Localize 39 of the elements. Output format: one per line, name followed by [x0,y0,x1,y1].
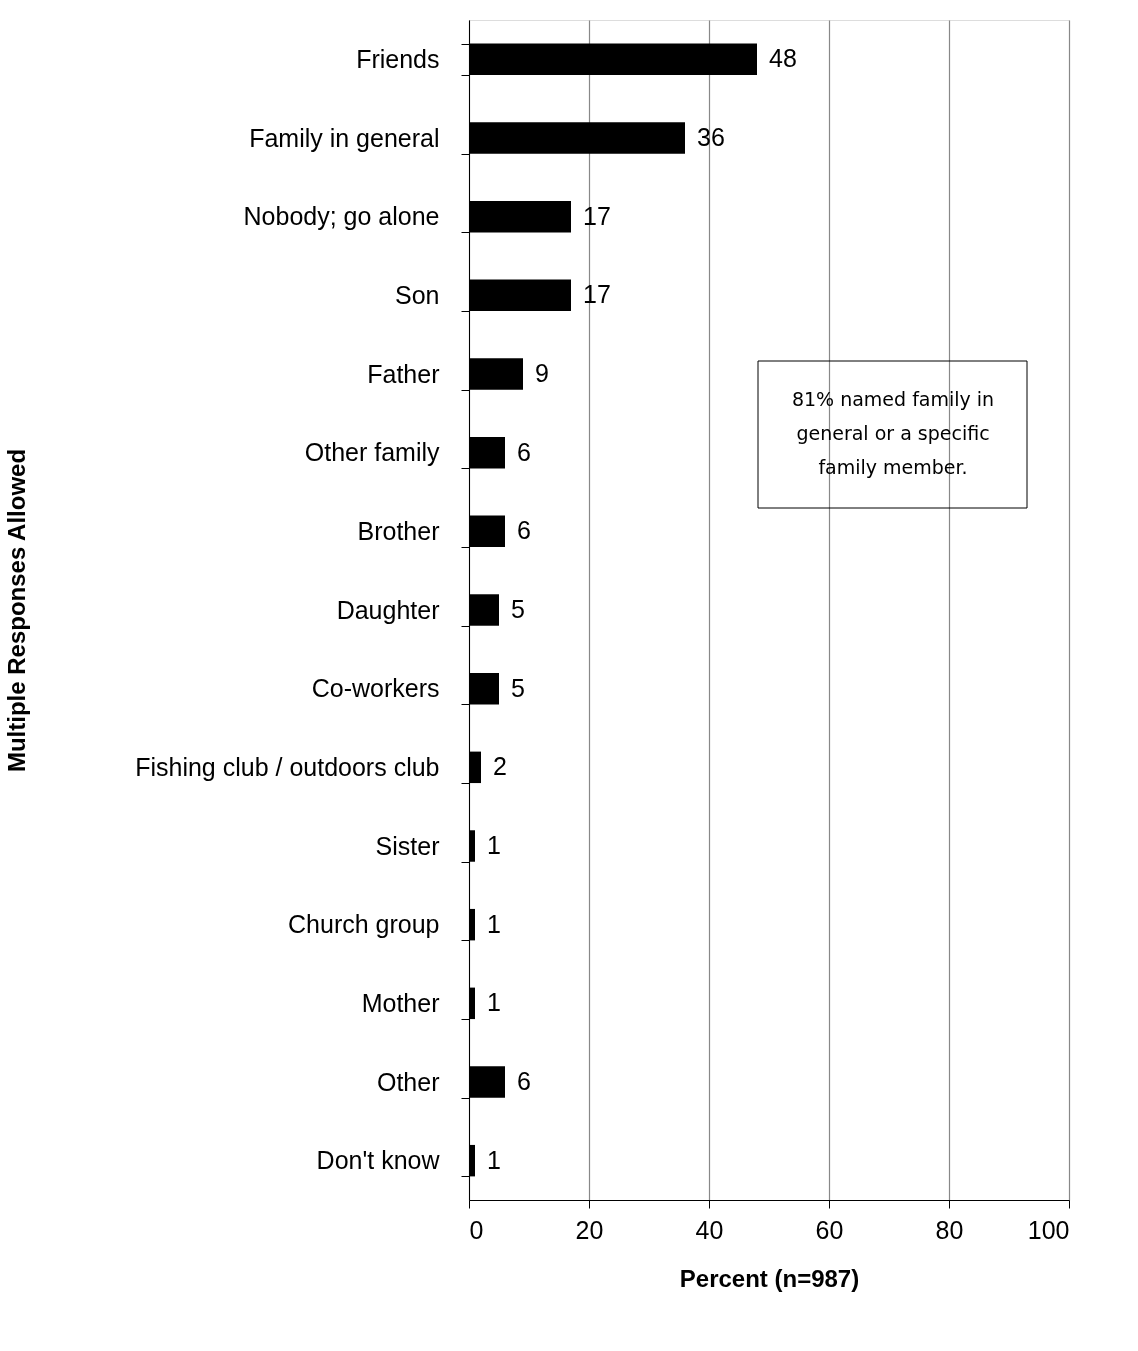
x-tick-label: 80 [935,1215,964,1244]
x-axis-title: Percent (n=987) [679,1264,860,1292]
data-label: 17 [583,280,611,309]
y-tick-label: Other [376,1067,440,1096]
y-tick-label: Daughter [336,595,440,624]
data-label: 17 [583,201,611,230]
x-tick-label: 0 [469,1215,484,1244]
y-tick-label: Church group [288,910,440,939]
y-tick-label: Fishing club / outdoors club [135,752,440,781]
y-tick-label: Don't know [316,1146,441,1175]
data-label: 1 [487,831,501,859]
data-label: 5 [511,595,525,623]
data-label: 1 [487,1145,501,1174]
y-tick-label: Sister [375,831,440,860]
y-tick-label: Friends [356,44,440,73]
x-tick-label: 20 [575,1215,604,1244]
data-label: 2 [493,752,507,781]
x-tick-label: 60 [815,1215,844,1244]
data-label: 1 [487,988,501,1017]
data-label: 9 [535,359,549,387]
y-tick-label: Family in general [249,123,440,152]
y-tick-label: Brother [357,516,440,545]
data-label: 6 [517,437,531,466]
data-label: 1 [487,909,501,938]
data-label: 48 [769,44,797,73]
data-label: 6 [517,1067,531,1095]
x-tick-label: 100 [1027,1215,1070,1244]
y-axis-title: Multiple Responses Allowed [2,448,30,773]
y-tick-label: Other family [304,438,440,467]
y-tick-label: Son [395,280,440,309]
y-tick-label: Mother [361,988,440,1017]
y-tick-label: Father [367,359,440,388]
data-label: 6 [517,516,531,545]
annotation: 81% named family in general or a specific family member. [791,388,995,478]
x-tick-label: 40 [695,1215,724,1244]
y-tick-label: Nobody; go alone [243,202,440,231]
data-label: 36 [697,123,725,151]
data-label: 5 [511,673,525,702]
y-tick-label: Co-workers [311,674,440,703]
